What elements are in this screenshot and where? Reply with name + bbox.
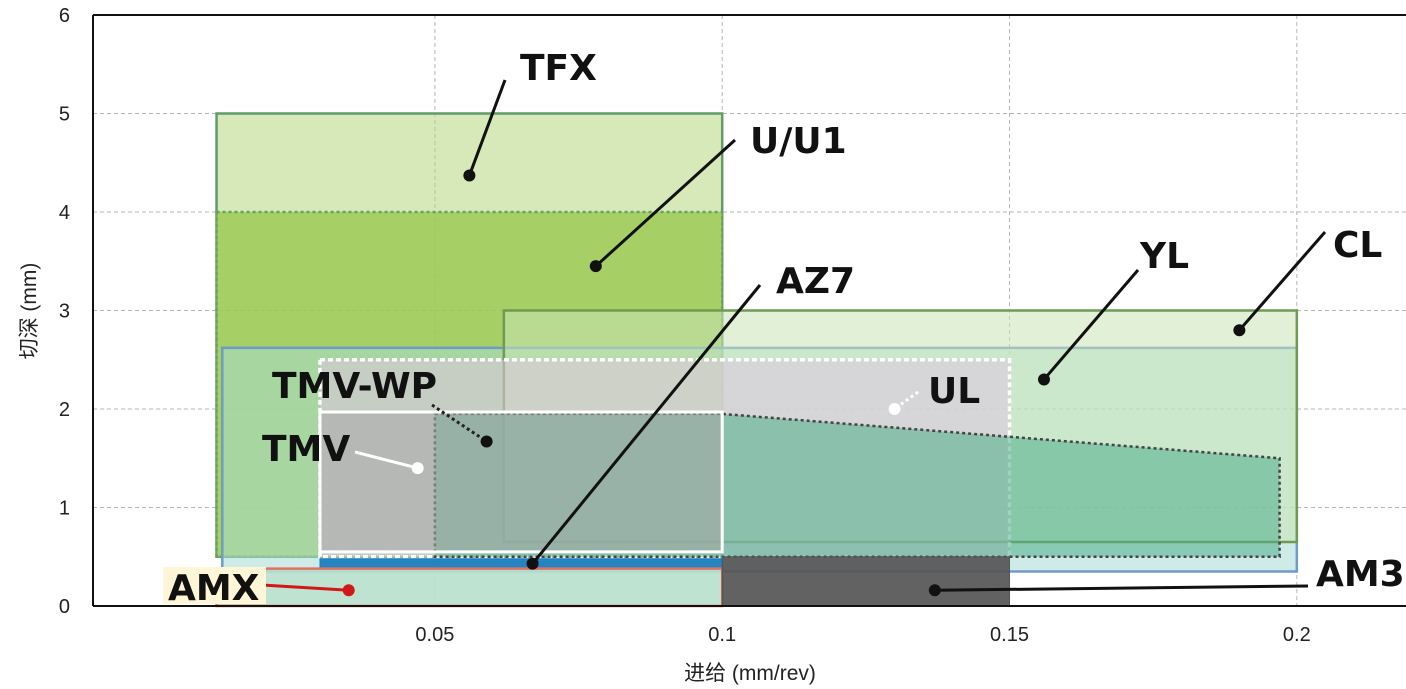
region-label-u-u1: U/U1 bbox=[750, 121, 847, 162]
callout-dot-tfx bbox=[463, 169, 476, 182]
tick-labels: 0 1 2 3 4 5 6 0.05 0.1 0.15 0.2 bbox=[59, 5, 1311, 646]
leader-line-yl bbox=[1042, 269, 1140, 381]
y-tick-label: 4 bbox=[59, 202, 70, 224]
region-tmv bbox=[318, 410, 724, 554]
callout-dot-amx bbox=[342, 584, 355, 597]
region-layer bbox=[215, 112, 1299, 608]
region-az7 bbox=[319, 558, 723, 570]
region-label-cl: CL bbox=[1333, 225, 1382, 266]
leader-line-u-u1 bbox=[594, 138, 737, 268]
region-am3 bbox=[721, 556, 1011, 607]
y-tick-label: 5 bbox=[59, 104, 70, 126]
leader-line-az7 bbox=[531, 284, 762, 565]
callout-dot-az7 bbox=[526, 557, 539, 570]
region-label-ul: UL bbox=[928, 371, 980, 412]
callout-layer: TFX U/U1 AZ7 YL CL TMV-WP UL TMV AMX AM3 bbox=[163, 48, 1405, 609]
y-tick-label: 6 bbox=[59, 5, 70, 27]
x-axis-label: 进给 (mm/rev) bbox=[684, 662, 816, 685]
x-tick-label: 0.15 bbox=[990, 624, 1029, 646]
y-tick-label: 1 bbox=[59, 498, 70, 520]
x-tick-label: 0.1 bbox=[708, 624, 736, 646]
callout-dot-yl bbox=[1037, 373, 1050, 386]
y-tick-label: 2 bbox=[59, 399, 70, 421]
region-label-amx: AMX bbox=[168, 568, 260, 609]
callout-dot-ul bbox=[888, 403, 901, 415]
callout-dot-tmv-wp bbox=[480, 435, 493, 448]
region-label-az7: AZ7 bbox=[776, 261, 855, 302]
y-tick-label: 0 bbox=[59, 596, 70, 618]
axes bbox=[92, 14, 1406, 607]
region-label-yl: YL bbox=[1139, 236, 1189, 277]
leader-line-tmv bbox=[354, 450, 419, 470]
leader-line-am3 bbox=[934, 584, 1309, 592]
leader-line-amx bbox=[261, 583, 349, 592]
callout-dot-cl bbox=[1233, 324, 1246, 337]
leader-line-tfx bbox=[467, 79, 507, 177]
callout-dot-am3 bbox=[928, 584, 941, 597]
x-tick-label: 0.2 bbox=[1283, 624, 1311, 646]
region-label-am3: AM3 bbox=[1316, 554, 1405, 595]
x-tick-label: 0.05 bbox=[415, 624, 454, 646]
y-axis-label: 切深 (mm) bbox=[18, 263, 41, 360]
region-label-tfx: TFX bbox=[520, 48, 597, 89]
callout-dot-u-u1 bbox=[589, 260, 602, 273]
leader-line-tmv-wp bbox=[431, 403, 488, 443]
label-badge-amx bbox=[163, 567, 266, 604]
callout-dot-tmv bbox=[411, 462, 424, 475]
region-label-tmv-wp: TMV-WP bbox=[272, 366, 437, 407]
region-label-tmv: TMV bbox=[262, 429, 350, 470]
y-tick-label: 3 bbox=[59, 301, 70, 323]
leader-line-cl bbox=[1238, 231, 1327, 332]
